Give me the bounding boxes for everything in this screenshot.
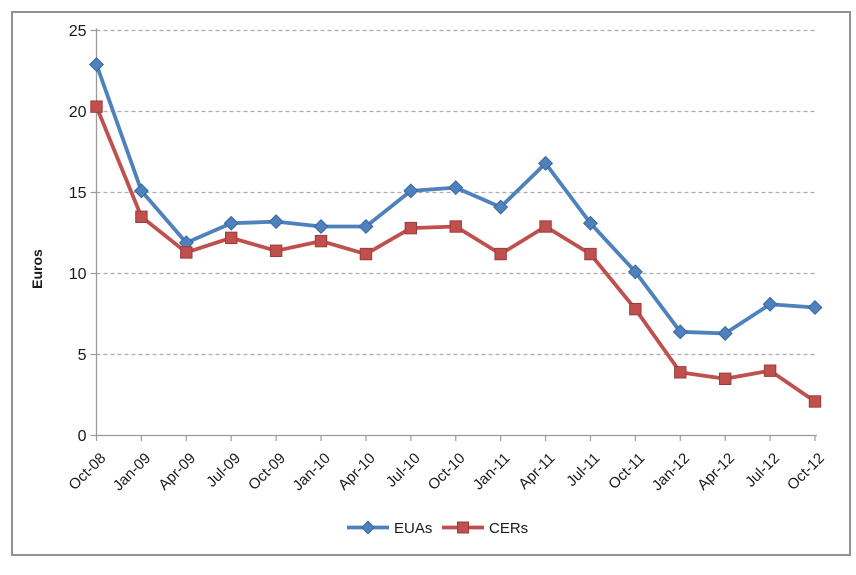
- data-point-euas: [403, 183, 419, 199]
- x-tick-label: Oct-08: [65, 450, 109, 494]
- data-point-cers: [314, 234, 328, 248]
- series-cers: [90, 100, 822, 408]
- data-point-euas: [448, 180, 464, 196]
- x-tick-label: Oct-09: [245, 450, 289, 494]
- data-point-euas: [717, 325, 733, 341]
- data-point-cers: [539, 220, 552, 233]
- legend-item-euas: EUAs: [347, 520, 432, 537]
- x-tick-label: Apr-11: [515, 450, 558, 493]
- data-point-euas: [672, 324, 688, 340]
- data-point-cers: [763, 364, 777, 377]
- data-point-euas: [627, 264, 643, 280]
- data-point-euas: [493, 199, 509, 215]
- data-point-euas: [582, 215, 598, 231]
- legend-diamond-marker-icon: [360, 520, 376, 535]
- y-tick-label: 5: [78, 347, 87, 364]
- x-tick-label: Apr-12: [694, 450, 738, 494]
- data-point-cers: [180, 246, 193, 259]
- data-point-cers: [629, 302, 642, 316]
- axes: [90, 28, 817, 441]
- data-series: [88, 57, 823, 408]
- legend-square-marker-icon: [457, 521, 469, 534]
- data-point-cers: [269, 244, 283, 258]
- y-axis-title: Euros: [29, 249, 45, 289]
- data-point-cers: [135, 210, 148, 224]
- y-axis-tick-labels: 0 5 10 15 20 25: [69, 23, 87, 445]
- data-point-cers: [674, 366, 687, 379]
- x-tick-label: Jul-10: [383, 450, 424, 491]
- x-tick-label: Jan-10: [289, 450, 333, 494]
- y-tick-label: 25: [69, 23, 87, 40]
- data-point-euas: [358, 219, 374, 235]
- data-point-cers: [584, 247, 597, 261]
- x-tick-label: Oct-11: [605, 450, 648, 493]
- data-point-cers: [718, 372, 732, 386]
- data-point-euas: [762, 296, 778, 312]
- x-axis-tick-labels: Oct-08 Jan-09 Apr-09 Jul-09 Oct-09 Jan-10 Apr-…: [65, 450, 827, 494]
- data-point-euas: [807, 300, 823, 316]
- data-point-cers: [90, 100, 103, 113]
- x-tick-label: Jan-09: [110, 450, 154, 494]
- x-tick-label: Oct-12: [784, 450, 828, 494]
- data-point-cers: [494, 247, 507, 261]
- data-point-euas: [223, 215, 239, 231]
- series-euas: [88, 57, 823, 341]
- data-point-cers: [449, 220, 462, 233]
- x-tick-label: Jan-11: [470, 450, 514, 494]
- legend: EUAs CERs: [347, 520, 528, 537]
- x-tick-label: Jul-11: [563, 450, 603, 490]
- y-tick-label: 0: [78, 428, 87, 445]
- data-point-cers: [225, 231, 238, 245]
- x-tick-label: Jul-09: [203, 450, 244, 491]
- data-point-cers: [808, 395, 822, 408]
- x-tick-label: Apr-09: [155, 450, 199, 494]
- y-tick-label: 15: [69, 185, 87, 202]
- y-tick-label: 20: [69, 104, 87, 121]
- x-tick-label: Oct-10: [425, 450, 469, 494]
- legend-label-euas: EUAs: [394, 520, 432, 537]
- x-tick-label: Jan-12: [649, 450, 693, 494]
- data-point-cers: [404, 221, 418, 235]
- data-point-euas: [88, 57, 105, 73]
- data-point-cers: [359, 247, 373, 261]
- legend-label-cers: CERs: [489, 520, 528, 537]
- x-tick-label: Apr-10: [335, 450, 379, 494]
- figure-border: [11, 11, 851, 556]
- data-point-euas: [133, 183, 149, 199]
- data-point-euas: [313, 219, 329, 235]
- x-tick-label: Jul-12: [742, 450, 783, 491]
- series-line-cers: [94, 104, 817, 404]
- legend-item-cers: CERs: [442, 520, 528, 537]
- data-point-euas: [538, 155, 554, 171]
- y-tick-label: 10: [69, 266, 87, 283]
- series-line-euas: [94, 62, 817, 336]
- data-point-euas: [268, 214, 284, 230]
